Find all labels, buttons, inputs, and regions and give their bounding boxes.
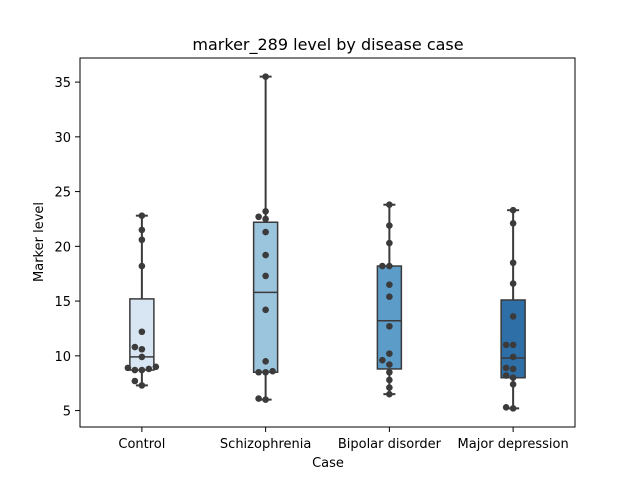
- x-tick-label: Schizophrenia: [220, 437, 311, 452]
- x-tick-label: Control: [118, 437, 165, 452]
- y-tick-label: 30: [54, 131, 71, 146]
- data-point-schizophrenia: [262, 368, 269, 376]
- x-axis-label: Case: [312, 456, 344, 471]
- data-point-bipolar-disorder: [379, 356, 386, 364]
- y-tick-label: 35: [54, 76, 71, 91]
- data-point-major-depression: [502, 372, 510, 379]
- data-point-bipolar-disorder: [386, 350, 393, 357]
- data-point-bipolar-disorder: [386, 281, 393, 288]
- axes: 5 10 15 20 25 30 35 Control Schizophrenia Bipolar…: [54, 76, 568, 452]
- data-point-major-depression: [509, 206, 517, 214]
- plot-frame: [79, 57, 576, 428]
- data-point-bipolar-disorder: [386, 390, 393, 398]
- box-schizophrenia: [252, 221, 279, 374]
- data-point-control: [138, 382, 146, 389]
- data-point-major-depression: [502, 341, 510, 349]
- data-point-major-depression: [509, 405, 517, 412]
- data-point-control: [138, 262, 146, 270]
- y-tick-label: 5: [63, 405, 71, 420]
- data-point-bipolar-disorder: [386, 368, 393, 376]
- data-point-schizophrenia: [262, 272, 269, 280]
- data-point-schizophrenia: [262, 73, 269, 80]
- data-point-control: [138, 328, 146, 336]
- data-point-major-depression: [509, 259, 517, 267]
- plot-area: [124, 73, 526, 412]
- y-tick-label: 25: [54, 186, 71, 201]
- data-point-control: [131, 377, 139, 385]
- data-point-bipolar-disorder: [386, 293, 393, 301]
- data-point-control: [131, 343, 139, 351]
- data-point-schizophrenia: [262, 228, 269, 236]
- data-point-schizophrenia: [255, 213, 262, 221]
- data-point-bipolar-disorder: [386, 201, 393, 209]
- data-point-schizophrenia: [255, 395, 262, 402]
- data-point-bipolar-disorder: [386, 376, 393, 384]
- data-point-major-depression: [509, 380, 517, 388]
- data-point-bipolar-disorder: [386, 262, 393, 270]
- data-point-schizophrenia: [262, 215, 269, 223]
- chart-title: marker_289 level by disease case: [192, 35, 463, 55]
- data-point-major-depression: [509, 313, 517, 320]
- data-point-bipolar-disorder: [386, 222, 393, 229]
- data-point-schizophrenia: [269, 367, 276, 375]
- data-point-major-depression: [509, 341, 517, 349]
- data-point-control: [124, 364, 132, 372]
- data-point-bipolar-disorder: [386, 384, 393, 391]
- y-tick-label: 10: [54, 350, 71, 365]
- data-point-schizophrenia: [262, 306, 269, 314]
- data-point-control: [145, 365, 153, 373]
- data-point-control: [138, 345, 146, 353]
- data-point-control: [138, 226, 146, 234]
- data-point-control: [138, 236, 146, 244]
- x-tick-label: Bipolar disorder: [338, 437, 442, 452]
- data-point-major-depression: [509, 365, 517, 373]
- data-point-control: [138, 366, 146, 374]
- y-tick-label: 15: [54, 295, 71, 310]
- data-point-bipolar-disorder: [386, 322, 393, 330]
- data-point-schizophrenia: [255, 368, 262, 376]
- data-point-control: [152, 363, 160, 371]
- data-point-control: [138, 353, 146, 361]
- data-point-bipolar-disorder: [379, 262, 386, 270]
- data-point-schizophrenia: [262, 358, 269, 365]
- x-tick-label: Major depression: [458, 437, 569, 452]
- data-point-major-depression: [509, 220, 517, 227]
- data-point-control: [131, 366, 139, 374]
- data-point-major-depression: [502, 364, 510, 372]
- data-point-major-depression: [502, 403, 510, 411]
- data-point-schizophrenia: [262, 251, 269, 259]
- data-point-schizophrenia: [262, 396, 269, 403]
- data-point-schizophrenia: [262, 207, 269, 215]
- data-point-major-depression: [509, 280, 517, 287]
- y-tick-label: 20: [54, 240, 71, 255]
- y-axis-label: Marker level: [32, 202, 47, 282]
- data-point-control: [138, 212, 146, 219]
- data-point-major-depression: [509, 353, 517, 361]
- data-point-bipolar-disorder: [386, 239, 393, 247]
- data-point-major-depression: [509, 374, 517, 382]
- data-point-bipolar-disorder: [386, 361, 393, 368]
